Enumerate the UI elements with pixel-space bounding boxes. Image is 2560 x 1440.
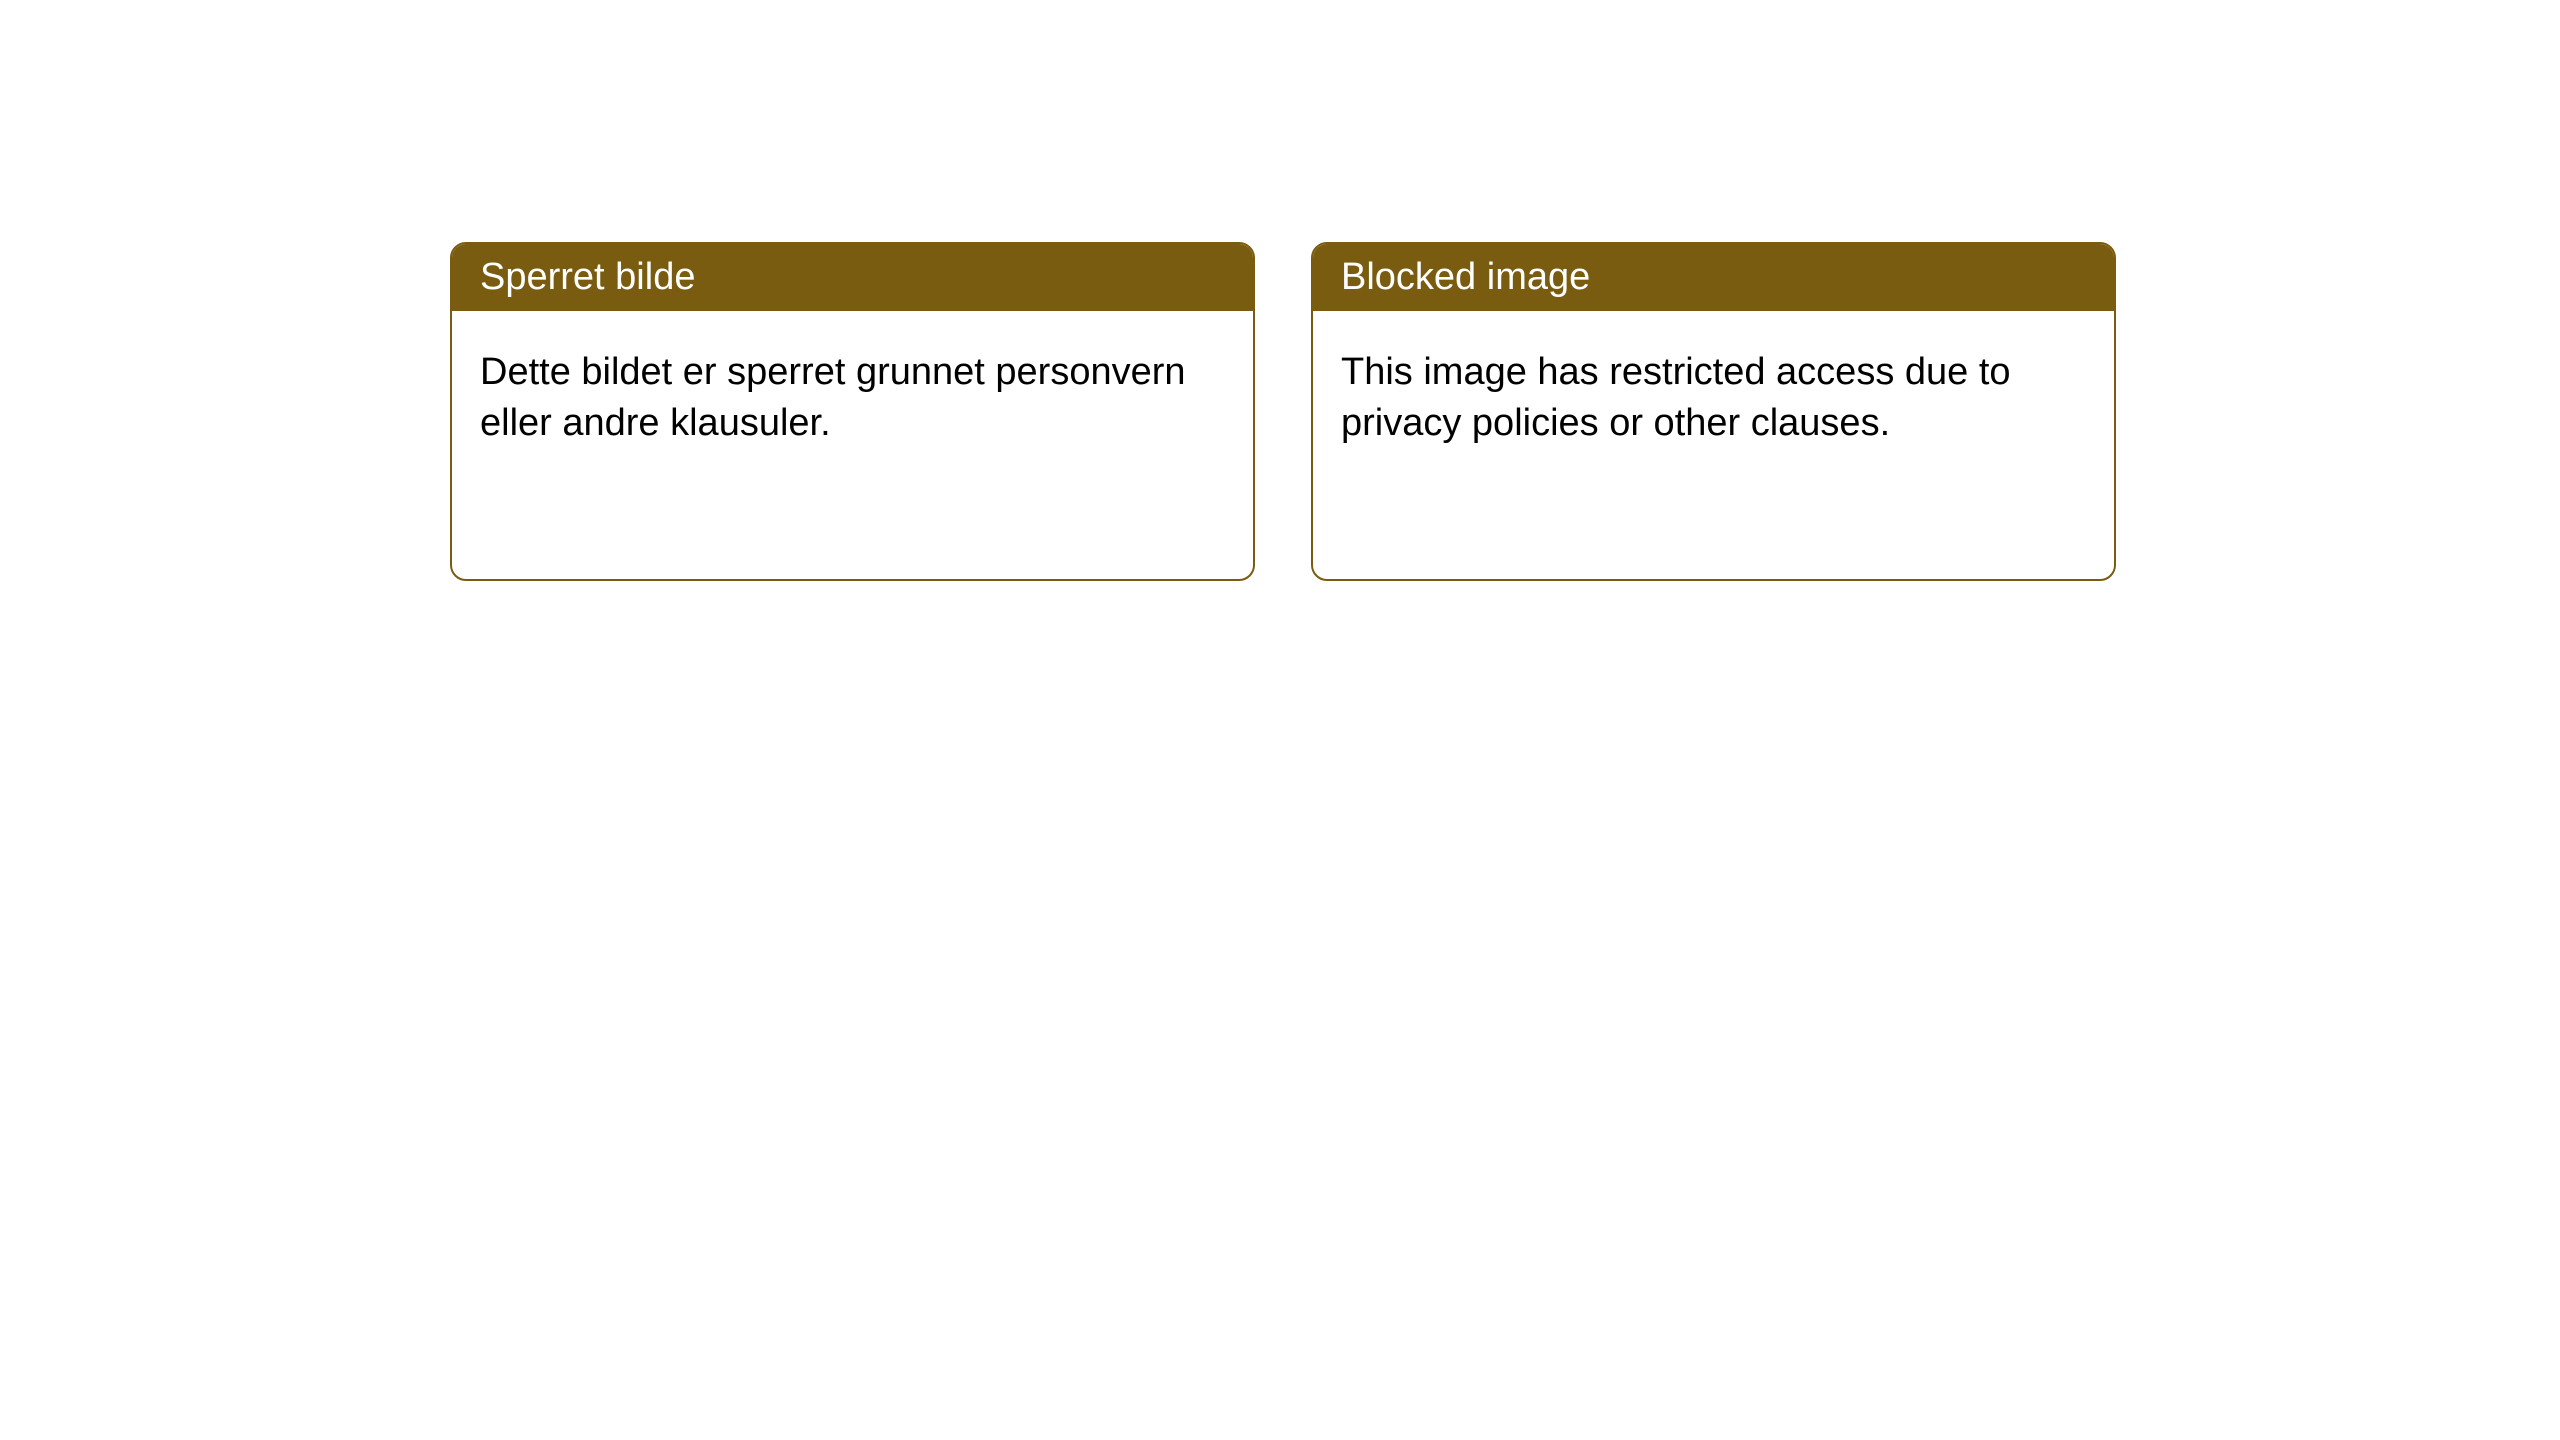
notice-cards-container: Sperret bilde Dette bildet er sperret gr… bbox=[0, 0, 2560, 581]
notice-card-en: Blocked image This image has restricted … bbox=[1311, 242, 2116, 581]
notice-card-header-no: Sperret bilde bbox=[452, 244, 1253, 311]
notice-card-text-no: Dette bildet er sperret grunnet personve… bbox=[480, 347, 1225, 450]
notice-card-body-no: Dette bildet er sperret grunnet personve… bbox=[452, 311, 1253, 579]
notice-card-header-en: Blocked image bbox=[1313, 244, 2114, 311]
notice-card-no: Sperret bilde Dette bildet er sperret gr… bbox=[450, 242, 1255, 581]
notice-card-title-en: Blocked image bbox=[1341, 256, 1590, 298]
notice-card-text-en: This image has restricted access due to … bbox=[1341, 347, 2086, 450]
notice-card-title-no: Sperret bilde bbox=[480, 256, 695, 298]
notice-card-body-en: This image has restricted access due to … bbox=[1313, 311, 2114, 579]
